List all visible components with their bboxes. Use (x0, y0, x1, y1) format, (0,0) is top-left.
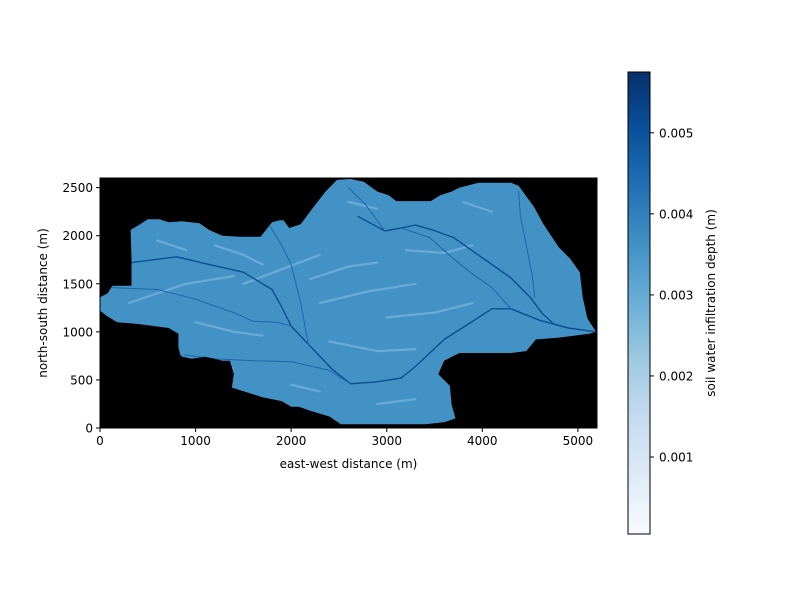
ridge-line (376, 398, 417, 406)
x-axis-label: east-west distance (m) (280, 457, 418, 471)
y-tick-label: 1000 (62, 325, 93, 339)
ridge-line (127, 275, 235, 305)
y-axis-label: north-south distance (m) (36, 228, 50, 378)
ridge-line (404, 244, 474, 255)
y-axis: 0 500 1000 1500 2000 2500 (62, 181, 100, 436)
stream-channels (111, 187, 596, 385)
colorbar-tick-label: 0.003 (659, 288, 693, 302)
x-tick-label: 5000 (563, 434, 594, 448)
x-tick-label: 4000 (467, 434, 498, 448)
colorbar-tick-label: 0.005 (659, 126, 693, 140)
channel-line (400, 227, 512, 310)
plot-area (99, 177, 598, 429)
y-tick-label: 2000 (62, 229, 93, 243)
ridge-line (194, 321, 264, 337)
ridge-line (290, 383, 321, 393)
ridge-line (242, 253, 321, 285)
colorbar-tick-label: 0.002 (659, 369, 693, 383)
colorbar-label: soil water infiltration depth (m) (704, 209, 718, 397)
watershed-raster (100, 179, 596, 425)
x-tick-label: 3000 (371, 434, 402, 448)
colorbar-tick-label: 0.001 (659, 451, 693, 465)
colorbar-ticks: 0.001 0.002 0.003 0.004 0.005 (650, 126, 693, 465)
plot-frame (99, 177, 598, 429)
x-tick-label: 1000 (180, 434, 211, 448)
y-tick-label: 0 (85, 422, 93, 436)
channel-line (111, 287, 292, 327)
channel-line (518, 191, 536, 298)
y-tick-label: 500 (70, 373, 93, 387)
ridge-line (347, 200, 379, 210)
channel-line (348, 187, 386, 232)
x-tick-label: 2000 (276, 434, 307, 448)
colorbar-tick-label: 0.004 (659, 207, 693, 221)
colorbar: 0.001 0.002 0.003 0.004 0.005 soil water inf… (627, 71, 718, 535)
colorbar-gradient (627, 71, 651, 535)
ridge-line (462, 200, 493, 213)
y-tick-label: 1500 (62, 277, 93, 291)
x-tick-label: 0 (96, 434, 104, 448)
x-axis: 0 1000 2000 3000 4000 5000 (96, 428, 593, 448)
ridge-line (328, 340, 417, 353)
ridge-line (156, 239, 188, 252)
y-tick-label: 2500 (62, 181, 93, 195)
ridge-highlights (127, 200, 493, 406)
channel-line (269, 225, 309, 345)
channel-line (130, 256, 596, 385)
ridge-line (318, 282, 417, 305)
ridge-line (385, 301, 474, 319)
ridge-line (309, 261, 379, 281)
ridge-line (213, 244, 264, 266)
